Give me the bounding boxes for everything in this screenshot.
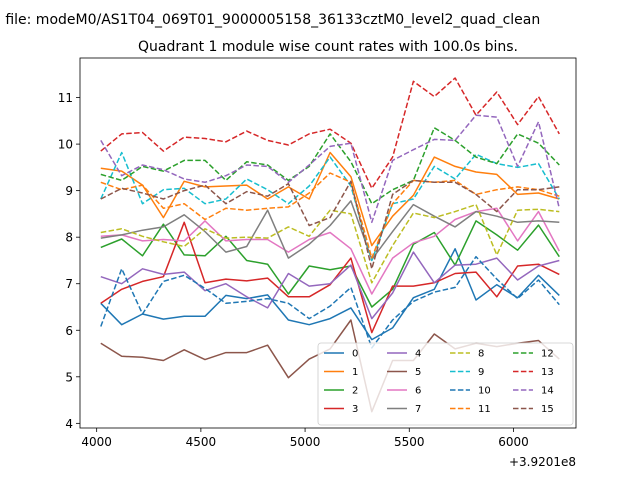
x-tick-label: 4000	[81, 435, 112, 449]
plot-frame	[79, 57, 577, 429]
legend-label-1: 1	[352, 367, 358, 378]
x-offset-label: +3.9201e8	[509, 455, 576, 469]
x-tick-label: 5500	[394, 435, 425, 449]
series-line-11	[100, 172, 560, 259]
series-line-13	[100, 77, 560, 190]
legend-label-8: 8	[478, 349, 484, 360]
legend-label-11: 11	[478, 404, 491, 415]
series-line-10	[100, 255, 560, 349]
x-tick-label: 6000	[498, 435, 529, 449]
legend-label-13: 13	[541, 367, 554, 378]
y-tick-label: 11	[58, 91, 73, 105]
legend-label-10: 10	[478, 386, 491, 397]
legend-label-14: 14	[541, 386, 554, 397]
series-layer	[100, 77, 561, 413]
y-tick-label: 7	[65, 277, 73, 291]
y-tick-label: 5	[65, 370, 73, 384]
legend-label-7: 7	[415, 404, 421, 415]
series-line-6	[100, 207, 560, 295]
series-line-9	[100, 151, 560, 262]
legend-label-12: 12	[541, 349, 554, 360]
x-tick-label: 5000	[290, 435, 321, 449]
chart-title: Quadrant 1 module wise count rates with …	[138, 39, 518, 55]
legend-label-15: 15	[541, 404, 554, 415]
legend-label-6: 6	[415, 386, 421, 397]
legend-label-2: 2	[352, 386, 358, 397]
series-line-7	[100, 200, 560, 261]
legend-label-5: 5	[415, 367, 421, 378]
figure-suptitle: n file: modeM0/AS1T04_069T01_9000005158_…	[0, 12, 540, 28]
series-line-8	[100, 203, 560, 284]
legend-label-9: 9	[478, 367, 484, 378]
y-tick-label: 9	[65, 184, 73, 198]
series-line-12	[100, 127, 560, 205]
y-tick-label: 8	[65, 231, 73, 245]
legend-label-4: 4	[415, 349, 421, 360]
y-tick-label: 4	[65, 417, 73, 431]
x-tick-label: 4500	[186, 435, 217, 449]
series-line-0	[100, 248, 560, 341]
series-line-4	[100, 251, 560, 320]
series-line-14	[100, 114, 561, 224]
legend-label-3: 3	[352, 404, 358, 415]
y-tick-label: 10	[58, 138, 73, 152]
legend-box	[317, 342, 574, 426]
y-tick-label: 6	[65, 324, 73, 338]
legend-label-0: 0	[352, 349, 358, 360]
series-line-15	[100, 179, 560, 270]
